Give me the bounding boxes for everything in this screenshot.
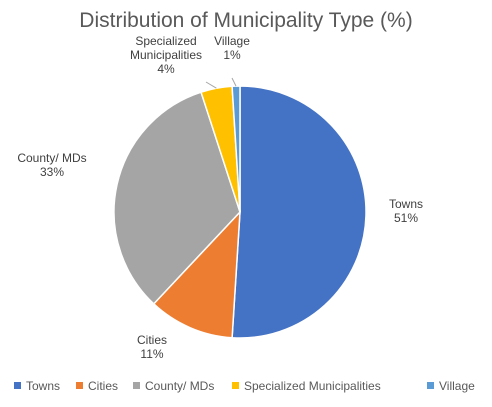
legend-item-county-mds: County/ MDs <box>133 379 214 393</box>
data-label-cities: Cities 11% <box>137 333 167 361</box>
leader-line-village <box>231 77 237 87</box>
pie-slice-cities <box>152 209 241 339</box>
legend-label: Village <box>439 379 475 393</box>
legend-label: Cities <box>88 379 118 393</box>
legend-label: Specialized Municipalities <box>244 379 381 393</box>
legend-item-specialized-municipalities: Specialized Municipalities <box>232 379 381 393</box>
legend-swatch <box>427 382 434 389</box>
data-label-village: Village 1% <box>214 34 250 62</box>
legend-swatch <box>232 382 239 389</box>
data-labels: Towns 51% Cities 11% County/ MDs 33% Specializ… <box>17 34 423 361</box>
legend-label: Towns <box>26 379 60 393</box>
legend-swatch <box>14 382 21 389</box>
pie-slice-towns <box>231 85 367 339</box>
data-label-county-mds: County/ MDs 33% <box>17 151 86 179</box>
pie-slice-county-mds <box>113 91 241 305</box>
legend-label: County/ MDs <box>145 379 214 393</box>
legend-item-cities: Cities <box>76 379 118 393</box>
leader-lines <box>205 77 237 89</box>
leader-line-specialized-municipalities <box>205 81 217 89</box>
legend-swatch <box>76 382 83 389</box>
chart-title: Distribution of Municipality Type (%) <box>79 9 412 32</box>
legend-item-village: Village <box>427 379 475 393</box>
legend: Towns Cities County/ MDs Specialized Munici… <box>14 379 475 393</box>
data-label-towns: Towns 51% <box>389 197 423 225</box>
pie-slices <box>113 85 367 339</box>
legend-item-towns: Towns <box>14 379 60 393</box>
data-label-specialized-municipalities: Specialized Municipalities 4% <box>130 34 202 76</box>
legend-swatch <box>133 382 140 389</box>
